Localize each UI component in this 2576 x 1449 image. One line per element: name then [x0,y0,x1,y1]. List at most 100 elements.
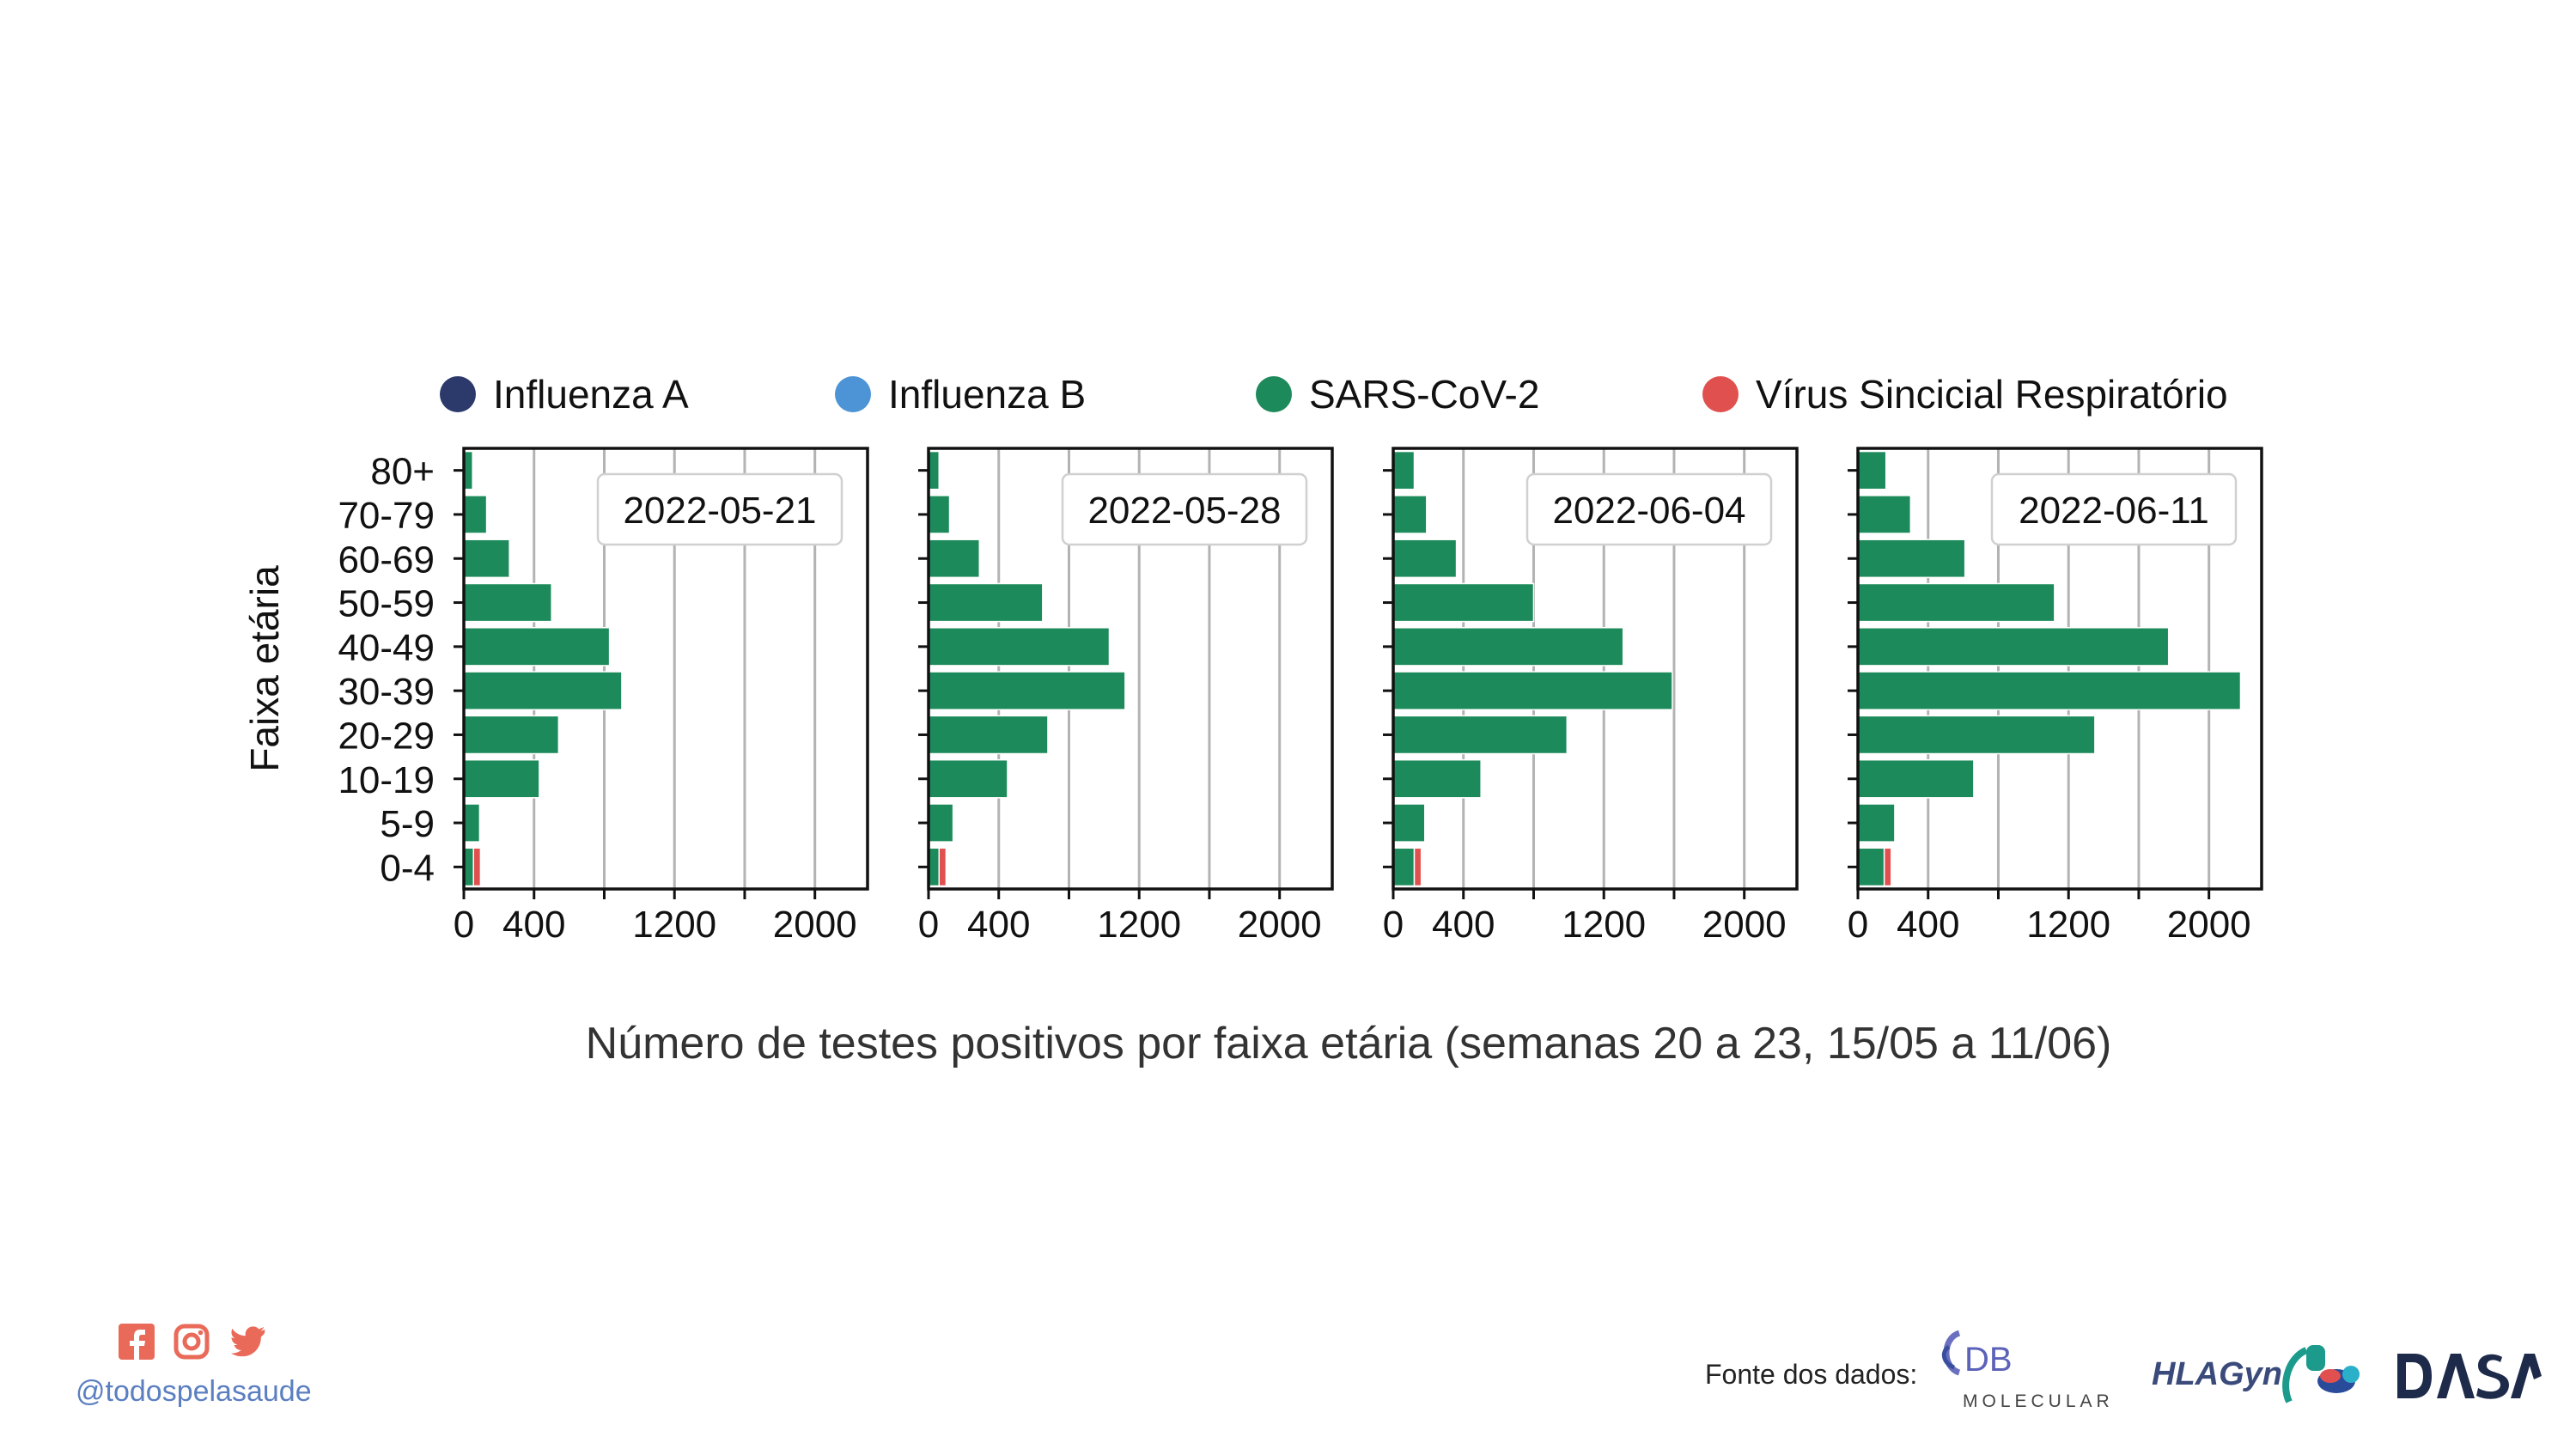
x-tick-label: 400 [1897,904,1959,946]
legend-swatch [1256,376,1292,412]
bar [1392,847,1416,887]
bar [1883,847,1892,887]
y-tick-label: 60-69 [338,539,435,581]
bar [928,671,1126,710]
panel-title-box [1990,472,2238,546]
x-tick-label: 1200 [632,904,716,946]
bar [1392,495,1428,534]
chart-panel: 0 400 1200 2000 2022-06-04 [1383,447,1799,946]
legend-label: Vírus Sincicial Respiratório [1756,372,2228,417]
legend-item-vsr: Vírus Sincicial Respiratório [1702,371,2228,417]
x-tick-label: 0 [454,904,474,946]
instagram-icon[interactable] [174,1324,210,1360]
bar [463,627,611,667]
hlagyn-logo: HLAGyn. [2152,1345,2360,1403]
panel-title: 2022-06-04 [1552,490,1745,532]
bar [1857,450,1887,490]
x-tick-label: 1200 [2026,904,2110,946]
bar [463,803,481,843]
panel-title-box [1526,472,1773,546]
twitter-icon[interactable] [230,1324,266,1360]
bar [1413,847,1422,887]
bar [938,847,947,887]
panel-title: 2022-05-28 [1087,490,1281,532]
y-tick-label: 0-4 [380,847,435,889]
bar [928,450,941,490]
bar [463,539,510,579]
chart-legend: Influenza A Influenza B SARS-CoV-2 Vírus… [0,371,2576,431]
legend-item-sars-cov-2: SARS-CoV-2 [1256,371,1539,417]
legend-label: SARS-CoV-2 [1309,372,1540,417]
x-tick-label: 0 [1383,904,1404,946]
bar [463,671,623,710]
panel-title-box [1061,472,1308,546]
bar [1392,450,1416,490]
db-logo-subtitle: MOLECULAR [1963,1391,2114,1411]
x-tick-label: 1200 [1562,904,1646,946]
hlagyn-logo-text: HLAGyn. [2152,1356,2292,1392]
legend-swatch [440,376,476,412]
legend-label: Influenza A [493,372,689,417]
chart-panel: 0 400 1200 2000 2022-06-11 [1848,447,2263,946]
y-tick-label: 80+ [370,451,435,493]
social-handle[interactable]: @todospelasaude [76,1375,312,1408]
bar [928,582,1044,623]
panel-title: 2022-05-21 [623,490,816,532]
panel-title-box [596,472,843,546]
y-tick-label: 70-79 [338,495,435,537]
bar [1392,803,1426,843]
bar [928,539,981,579]
x-tick-label: 0 [918,904,939,946]
plot-frame [1856,447,2263,891]
panel-title: 2022-06-11 [2019,490,2209,532]
bar [928,627,1111,667]
bar [463,495,488,534]
x-tick-label: 2000 [1238,904,1322,946]
chart-panel: 0-45-910-1920-2930-3940-4950-5960-6970-7… [338,447,869,946]
legend-item-influenza-a: Influenza A [440,371,689,417]
y-tick-label: 20-29 [338,715,435,757]
bar [463,582,552,623]
bar [928,715,1049,755]
plot-frame [927,447,1334,891]
figure-caption: Número de testes positivos por faixa etá… [585,1019,2112,1068]
x-tick-label: 2000 [2167,904,2251,946]
bar [1857,627,2170,667]
db-logo-letters: DB [1964,1341,2013,1379]
y-tick-label: 5-9 [380,803,435,845]
y-tick-label: 40-49 [338,627,435,669]
x-tick-label: 1200 [1097,904,1181,946]
x-tick-label: 0 [1848,904,1868,946]
bar [928,847,941,887]
bar [1392,582,1535,623]
plot-frame [462,447,869,891]
bar [1857,715,2096,755]
bar [1392,715,1568,755]
bar [1857,758,1975,799]
bar [1392,627,1624,667]
facebook-icon[interactable] [119,1324,155,1360]
legend-swatch [1702,376,1739,412]
bar [463,758,540,799]
bar [1857,582,2055,623]
bar [1392,539,1458,579]
x-tick-label: 2000 [1702,904,1787,946]
y-axis-label: Faixa etária [242,565,287,772]
bar [928,495,951,534]
x-tick-label: 2000 [773,904,857,946]
legend-label: Influenza B [888,372,1087,417]
y-tick-label: 30-39 [338,671,435,713]
bar [472,847,482,887]
bar [1392,758,1482,799]
bar [1857,847,1885,887]
x-tick-label: 400 [502,904,565,946]
bar [1392,671,1673,710]
social-footer: @todospelasaude [76,1318,333,1413]
x-tick-label: 400 [967,904,1030,946]
bar [1857,671,2242,710]
legend-swatch [835,376,871,412]
plot-frame [1392,447,1799,891]
bar [928,803,954,843]
data-source-label: Fonte dos dados: [1705,1359,1918,1390]
